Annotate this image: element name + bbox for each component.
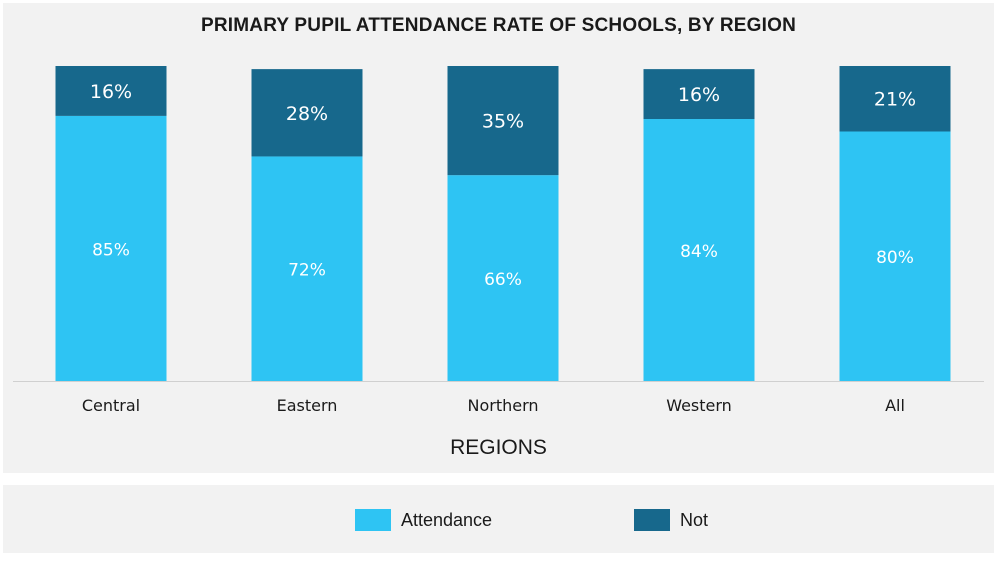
legend-label-attendance: Attendance xyxy=(401,509,493,530)
legend-item-not[interactable]: Not xyxy=(634,509,708,531)
x-axis-title: REGIONS xyxy=(450,436,547,459)
x-tick-label-all: All xyxy=(885,396,905,415)
bar-attendance-all[interactable] xyxy=(839,131,951,381)
data-label-not-all: 21% xyxy=(874,89,916,111)
legend-label-not: Not xyxy=(680,509,709,530)
x-tick-label-northern: Northern xyxy=(467,396,538,415)
data-label-attendance-northern: 66% xyxy=(484,270,522,290)
bar-attendance-central[interactable] xyxy=(55,115,167,381)
plot-area: 85% 16% Central 72% 28% Eastern 66% 35% Northern… xyxy=(13,66,984,415)
bar-attendance-eastern[interactable] xyxy=(251,156,363,381)
data-label-attendance-eastern: 72% xyxy=(288,261,326,281)
legend-swatch-attendance xyxy=(355,509,391,531)
bar-not-northern[interactable] xyxy=(447,66,559,176)
legend-swatch-not xyxy=(634,509,670,531)
x-tick-label-western: Western xyxy=(666,396,732,415)
bar-not-western[interactable] xyxy=(643,69,755,120)
data-label-attendance-all: 80% xyxy=(876,248,914,268)
bar-not-all[interactable] xyxy=(839,66,951,132)
chart-panel: PRIMARY PUPIL ATTENDANCE RATE OF SCHOOLS… xyxy=(3,3,994,473)
data-label-not-western: 16% xyxy=(678,84,720,106)
legend: Attendance Not xyxy=(3,485,994,553)
bar-not-central[interactable] xyxy=(55,66,167,116)
chart-title: PRIMARY PUPIL ATTENDANCE RATE OF SCHOOLS… xyxy=(200,15,797,36)
legend-item-attendance[interactable]: Attendance xyxy=(355,509,492,531)
data-label-not-northern: 35% xyxy=(482,111,524,133)
data-label-not-central: 16% xyxy=(90,81,132,103)
x-tick-label-eastern: Eastern xyxy=(277,396,338,415)
bar-attendance-northern[interactable] xyxy=(447,175,559,381)
bar-attendance-western[interactable] xyxy=(643,119,755,381)
data-label-attendance-central: 85% xyxy=(92,240,130,260)
bar-not-eastern[interactable] xyxy=(251,69,363,157)
data-label-attendance-western: 84% xyxy=(680,242,718,262)
x-tick-label-central: Central xyxy=(82,396,140,415)
data-label-not-eastern: 28% xyxy=(286,103,328,125)
